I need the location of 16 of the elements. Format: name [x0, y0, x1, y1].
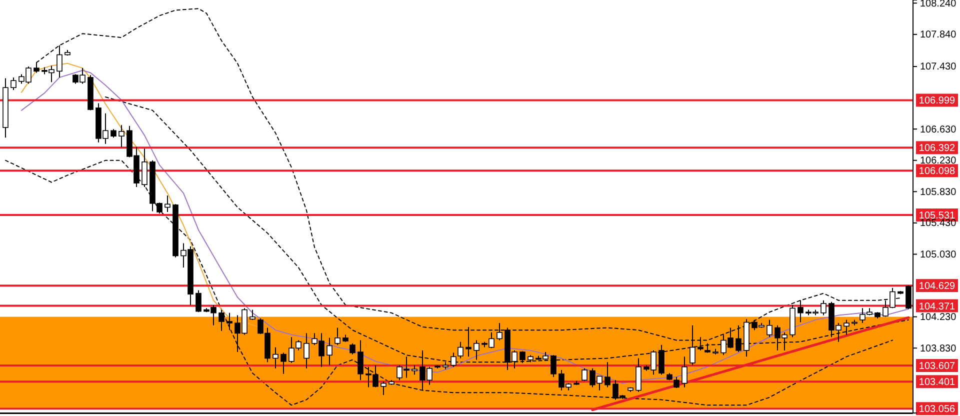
ref-line-label: 106.098 [918, 166, 956, 178]
ref-line-label: 103.056 [918, 404, 956, 416]
y-tick-label: 106.230 [920, 156, 957, 167]
y-tick-label: 107.430 [920, 62, 957, 73]
y-tick-label: 105.030 [920, 249, 957, 260]
y-tick-label: 105.830 [920, 186, 957, 198]
ref-line-label: 106.999 [918, 96, 956, 107]
ref-line-label: 103.607 [918, 361, 956, 372]
y-tick-label: 104.230 [920, 312, 957, 323]
ref-line-label: 104.629 [918, 281, 956, 292]
y-tick-label: 107.840 [920, 30, 957, 41]
y-tick-label: 106.630 [920, 124, 957, 136]
y-tick-label: 103.830 [920, 343, 957, 354]
ref-line-label: 104.371 [918, 301, 956, 312]
ref-line-label: 106.392 [918, 143, 956, 154]
ref-line-label: 103.401 [918, 377, 956, 388]
